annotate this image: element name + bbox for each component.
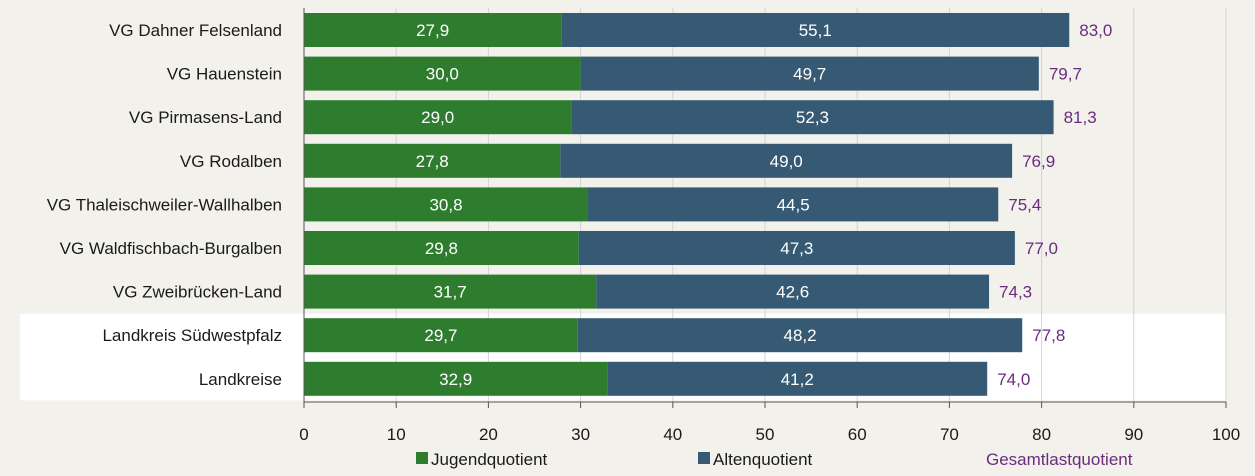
bar-jugendquotient	[304, 13, 562, 47]
legend-altenquotient-label: Altenquotient	[713, 450, 813, 469]
total-label: 83,0	[1079, 21, 1112, 40]
data-label: 55,1	[799, 21, 832, 40]
legend-jugendquotient-label: Jugendquotient	[431, 450, 548, 469]
category-label: VG Hauenstein	[167, 65, 282, 84]
bar-altenquotient	[607, 361, 988, 396]
data-label: 32,9	[439, 370, 472, 389]
total-label: 79,7	[1049, 65, 1082, 84]
bar-altenquotient	[577, 318, 1023, 353]
category-label: Landkreis Südwestpfalz	[102, 326, 282, 345]
x-tick-label: 80	[1032, 425, 1051, 444]
x-tick-label: 100	[1212, 425, 1240, 444]
category-label: Landkreise	[199, 370, 282, 389]
data-label: 49,0	[770, 152, 803, 171]
data-label: 30,0	[426, 65, 459, 84]
data-label: 29,0	[421, 108, 454, 127]
bar-jugendquotient	[304, 231, 579, 265]
x-tick-label: 60	[848, 425, 867, 444]
bar-altenquotient	[596, 274, 990, 309]
bar-jugendquotient	[304, 100, 572, 135]
bar-altenquotient	[587, 187, 999, 222]
data-label: 29,7	[424, 326, 457, 345]
bar-jugendquotient	[304, 56, 581, 91]
bar-altenquotient	[578, 231, 1015, 265]
legend-altenquotient-swatch	[698, 452, 710, 464]
data-label: 52,3	[796, 108, 829, 127]
total-label: 76,9	[1022, 152, 1055, 171]
bar-jugendquotient	[304, 318, 578, 353]
total-label: 77,8	[1032, 326, 1065, 345]
legend-gesamtlastquotient-label: Gesamtlastquotient	[986, 450, 1133, 469]
bar-altenquotient	[571, 100, 1054, 135]
x-tick-label: 90	[1124, 425, 1143, 444]
total-label: 74,3	[999, 283, 1032, 302]
x-tick-label: 40	[663, 425, 682, 444]
bar-jugendquotient	[304, 274, 597, 309]
data-label: 47,3	[780, 239, 813, 258]
data-label: 30,8	[429, 195, 462, 214]
category-label: VG Waldfischbach-Burgalben	[60, 239, 282, 258]
data-label: 44,5	[777, 195, 810, 214]
total-label: 81,3	[1064, 108, 1097, 127]
data-label: 49,7	[793, 65, 826, 84]
total-label: 77,0	[1025, 239, 1058, 258]
data-label: 27,9	[416, 21, 449, 40]
total-label: 75,4	[1008, 195, 1041, 214]
x-tick-label: 20	[479, 425, 498, 444]
bar-altenquotient	[580, 56, 1039, 91]
x-tick-label: 0	[299, 425, 308, 444]
bar-jugendquotient	[304, 187, 588, 222]
legend-jugendquotient-swatch	[416, 452, 428, 464]
category-label: VG Pirmasens-Land	[129, 108, 282, 127]
total-label: 74,0	[997, 370, 1030, 389]
data-label: 29,8	[425, 239, 458, 258]
x-tick-label: 50	[756, 425, 775, 444]
bar-altenquotient	[561, 13, 1070, 47]
category-label: VG Zweibrücken-Land	[113, 283, 282, 302]
category-label: VG Dahner Felsenland	[109, 21, 282, 40]
x-tick-label: 30	[571, 425, 590, 444]
data-label: 31,7	[434, 283, 467, 302]
category-label: VG Thaleischweiler-Wallhalben	[47, 195, 282, 214]
data-label: 27,8	[416, 152, 449, 171]
data-label: 48,2	[783, 326, 816, 345]
bar-jugendquotient	[304, 361, 608, 396]
x-tick-label: 10	[387, 425, 406, 444]
category-label: VG Rodalben	[180, 152, 282, 171]
bar-altenquotient	[560, 143, 1013, 178]
data-label: 41,2	[781, 370, 814, 389]
x-tick-label: 70	[940, 425, 959, 444]
data-label: 42,6	[776, 283, 809, 302]
bar-jugendquotient	[304, 143, 561, 178]
